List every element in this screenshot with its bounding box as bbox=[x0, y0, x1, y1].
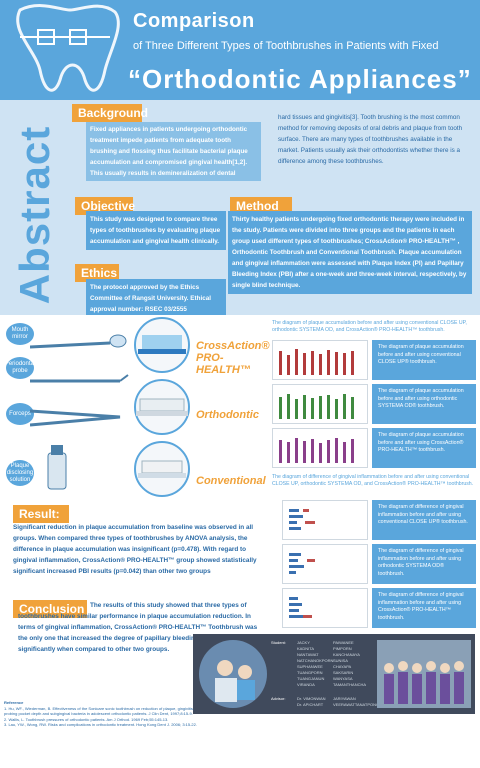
title-line-1: Comparison bbox=[133, 10, 255, 32]
gingival-chart-crossaction bbox=[282, 588, 368, 628]
gingival-chart-conventional bbox=[282, 500, 368, 540]
student-8: VIRANDA bbox=[297, 682, 315, 687]
ethics-text: The protocol approved by the Ethics Comm… bbox=[86, 279, 226, 318]
references: Reference 1. Hu, WF., Wiederman, B. Effe… bbox=[4, 700, 199, 728]
gingival-info-conventional: The diagram of difference of gingival in… bbox=[372, 500, 476, 540]
brush-label-crossaction: CrossAction® PRO-HEALTH™ bbox=[196, 340, 270, 376]
student-1: JACKY bbox=[297, 640, 310, 645]
mouth-mirror-icon bbox=[30, 334, 127, 349]
student-4: NATCHANOKPORN bbox=[297, 658, 334, 663]
gingival-info-orthodontic: The diagram of difference of gingival in… bbox=[372, 544, 476, 584]
tooth-bracket-icon bbox=[16, 4, 120, 92]
student-14: SAKSARIN bbox=[333, 670, 354, 675]
gingival-chart-caption: The diagram of difference of gingival in… bbox=[272, 474, 474, 487]
student-9: PAIWANEE bbox=[333, 640, 354, 645]
objective-heading: Objective bbox=[75, 197, 135, 215]
student-15: WANYASA bbox=[333, 676, 353, 681]
bar-chart-graphic bbox=[279, 394, 354, 419]
crossaction-brush-icon bbox=[134, 317, 190, 373]
plaque-info-orthodontic: The diagram of plaque accumulation befor… bbox=[372, 384, 476, 424]
student-2: KADNITA bbox=[297, 646, 315, 651]
clinic-photo bbox=[199, 640, 267, 708]
student-12: SUNISA bbox=[333, 658, 348, 663]
poster-header: Comparison of Three Different Types of T… bbox=[0, 0, 480, 100]
advisor-3: JARIYAWAN bbox=[333, 696, 356, 701]
tool-label-periodontal-probe: Periodontal probe bbox=[5, 357, 35, 379]
abstract-vertical-title: Abstract bbox=[11, 125, 58, 305]
background-text-col2: hard tissues and gingivitis[3]. Tooth br… bbox=[278, 114, 463, 165]
tool-label-mouth-mirror: Mouth mirror bbox=[6, 323, 34, 345]
advisor-2: Dr. APICHART bbox=[297, 702, 324, 707]
student-10: PIMPORN bbox=[333, 646, 352, 651]
advisor-4: VEERAWATTANATPONG bbox=[333, 702, 380, 707]
background-heading: Background bbox=[72, 104, 148, 122]
student-13: CHAYAPA bbox=[333, 664, 352, 669]
orthodontic-brush-icon bbox=[134, 379, 190, 435]
brush-label-orthodontic: Orthodontic bbox=[196, 409, 259, 421]
plaque-chart-orthodontic bbox=[272, 384, 368, 424]
objective-text: This study was designed to compare three… bbox=[86, 211, 226, 250]
ethics-heading: Ethics bbox=[75, 264, 119, 282]
forceps-icon bbox=[30, 409, 121, 427]
tool-label-disclosing-solution: Plaque disclosing solution bbox=[6, 460, 34, 486]
conclusion-heading: Conclusion bbox=[13, 600, 87, 618]
background-text-col1: Fixed appliances in patients undergoing … bbox=[86, 122, 261, 181]
student-5: SUPHANWEE bbox=[297, 664, 323, 669]
bar-chart-graphic bbox=[279, 438, 354, 463]
student-3: NANTAWAT bbox=[297, 652, 319, 657]
solution-bottle-icon bbox=[47, 445, 67, 490]
plaque-info-conventional: The diagram of plaque accumulation befor… bbox=[372, 340, 476, 380]
conclusion-text: The results of this study showed that th… bbox=[18, 602, 258, 653]
student-11: KANCHANAYA bbox=[333, 652, 360, 657]
brush-label-conventional: Conventional bbox=[196, 475, 266, 487]
reference-2: 2. Wallis, L. Toothbrush pressures of or… bbox=[4, 716, 169, 722]
method-heading: Method bbox=[230, 197, 292, 215]
bar-chart-graphic bbox=[289, 553, 315, 574]
plaque-chart-conventional bbox=[272, 340, 368, 380]
student-7: TUANGJANUN bbox=[297, 676, 325, 681]
reference-1: 1. Hu, WF., Wiederman, B. Effectiveness … bbox=[4, 705, 195, 717]
gingival-info-crossaction: The diagram of difference of gingival in… bbox=[372, 588, 476, 628]
tool-label-forceps: Forceps bbox=[6, 403, 34, 425]
references-heading: Reference bbox=[4, 700, 24, 705]
gingival-chart-orthodontic bbox=[282, 544, 368, 584]
advisor-label: Advisor: bbox=[271, 696, 286, 701]
periodontal-probe-icon bbox=[30, 374, 129, 383]
bar-chart-graphic bbox=[289, 509, 315, 530]
result-text: Significant reduction in plaque accumula… bbox=[13, 524, 257, 575]
team-panel: Student: JACKY KADNITA NANTAWAT NATCHANO… bbox=[193, 634, 475, 714]
method-text: Thirty healthy patients undergoing fixed… bbox=[228, 211, 472, 294]
title-line-3: “Orthodontic Appliances” bbox=[128, 64, 472, 94]
plaque-chart-caption: The diagram of plaque accumulation befor… bbox=[272, 320, 467, 333]
result-heading: Result: bbox=[13, 505, 69, 523]
student-label: Student: bbox=[271, 640, 286, 645]
student-6: TUANGPORN bbox=[297, 670, 323, 675]
group-photo bbox=[377, 640, 471, 708]
conventional-brush-icon bbox=[134, 441, 190, 497]
advisor-1: Dr. VIMONWAN bbox=[297, 696, 326, 701]
reference-3: 3. Lau, YW., Wong, RW. Risks and complic… bbox=[4, 722, 197, 728]
title-line-2: of Three Different Types of Toothbrushes… bbox=[133, 40, 439, 52]
bar-chart-graphic bbox=[289, 597, 312, 618]
bar-chart-graphic bbox=[279, 349, 354, 375]
plaque-info-crossaction: The diagram of plaque accumulation befor… bbox=[372, 428, 476, 468]
plaque-chart-crossaction bbox=[272, 428, 368, 468]
student-16: TAMANTHANCHA bbox=[333, 682, 367, 687]
